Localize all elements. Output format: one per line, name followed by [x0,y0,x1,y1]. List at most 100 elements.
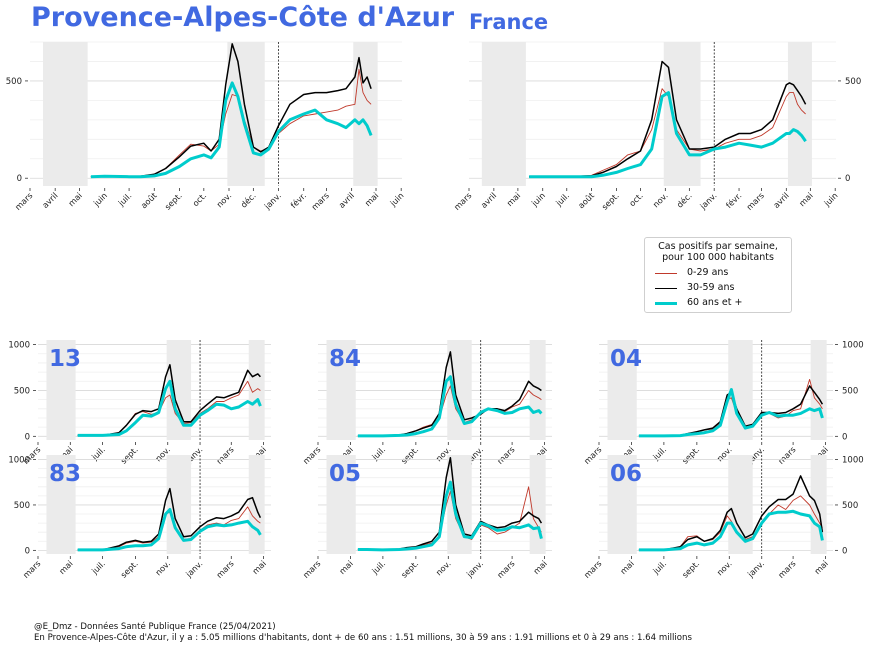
shaded-period [787,42,812,186]
chart-panel-region: mars avril mai juin juil. août sept. oct. nov. dé… [6,41,406,212]
x-tick-label: janv. [262,190,283,211]
shaded-period [481,42,526,186]
series-line-0-29 [529,88,806,178]
shaded-period [529,340,546,440]
series-line-60-plus [357,375,543,438]
x-tick-label: mars [21,558,43,580]
x-tick-label: déc. [238,190,257,209]
x-tick-label: févr. [288,190,308,210]
shaded-period [46,455,76,554]
x-tick-label: mars [776,558,798,580]
y-tick-label: 500 [6,77,22,87]
x-tick-label: août [139,190,160,211]
series-line-60-plus [529,91,807,179]
legend-title-line1: Cas positifs par semaine, [658,241,778,252]
x-tick-label: nov. [153,558,172,577]
department-label: 13 [49,346,81,372]
x-tick-label: juin [529,190,547,208]
x-tick-label: mai [337,558,355,576]
y-tick-label: 500 [14,386,30,396]
x-tick-label: juin [91,190,109,208]
shaded-period [42,42,88,186]
legend-label-0-29: 0-29 ans [687,267,729,278]
chart-panel-france: mars avril mai juin juil. août sept. oct. nov. dé… [452,41,861,212]
series-line-30-59 [638,475,824,551]
y-tick-label: 500 [14,501,30,511]
x-tick-label: févr. [724,190,744,210]
y-tick-label: 0 [842,546,847,556]
chart-panel-dep-13: mars mai juil. sept. nov. janv. mars mai0500100… [8,340,271,466]
x-tick-label: oct. [627,190,645,208]
x-tick-label: juin [821,190,839,208]
legend-label-60-plus: 60 ans et + [687,297,743,308]
footer-population: En Provence-Alpes-Côte d'Azur, il y a : … [34,633,692,643]
y-tick-label: 0 [842,432,847,442]
department-label: 06 [610,461,642,487]
legend-title-line2: pour 100 000 habitants [662,252,774,263]
shaded-period [166,455,192,554]
series-line-30-59 [77,487,262,551]
x-tick-label: juil. [650,558,668,576]
x-tick-label: avril [336,190,356,210]
chart-panel-dep-06: mars mai juil. sept. nov. janv. mars mai0500100… [582,455,864,580]
shaded-period [529,455,546,554]
x-tick-label: mai [363,190,381,208]
x-tick-label: sept. [118,558,139,579]
series-line-60-plus [357,480,543,552]
x-tick-label: mars [301,558,323,580]
legend: Cas positifs par semaine, pour 100 000 h… [644,237,792,313]
chart-panel-dep-83: mars mai juil. sept. nov. janv. mars mai0500100… [8,455,271,580]
x-tick-label: janv. [464,558,485,579]
series-line-60-plus [638,509,824,552]
x-tick-label: juil. [553,190,571,208]
x-tick-label: mai [504,190,522,208]
x-tick-label: juil. [89,558,107,576]
series-line-60-plus [638,388,824,438]
x-tick-label: sept. [162,190,183,211]
x-tick-label: mai [812,558,830,576]
department-label: 83 [49,461,81,487]
series-line-60-plus [77,508,262,552]
x-tick-label: janv. [183,558,204,579]
department-label: 04 [610,346,642,372]
x-tick-label: nov. [715,558,734,577]
x-tick-label: mai [250,558,268,576]
department-label: 05 [329,461,361,487]
x-tick-label: déc. [674,190,693,209]
shaded-period [326,340,356,440]
x-tick-label: août [576,190,597,211]
x-tick-label: nov. [651,190,670,209]
x-tick-label: mars [495,444,517,466]
footer-source: @E_Dmz - Données Santé Publique France (… [34,622,276,632]
shaded-period [810,455,827,554]
shaded-period [353,42,378,186]
france-title: France [469,10,549,34]
department-label: 84 [329,346,361,372]
x-tick-label: mars [214,444,236,466]
shaded-period [248,455,265,554]
x-tick-label: sept. [680,558,701,579]
y-tick-label: 1000 [842,341,864,351]
x-tick-label: sept. [399,558,420,579]
x-tick-label: mars [582,444,604,466]
series-line-30-59 [77,364,261,437]
series-line-60-plus [77,379,262,437]
shaded-period [326,455,356,554]
x-tick-label: juin [387,190,405,208]
x-tick-label: mars [214,558,236,580]
legend-swatch-0-29 [655,273,677,274]
x-tick-label: avril [40,190,60,210]
x-tick-label: mars [495,558,517,580]
x-tick-label: mars [13,190,35,212]
x-tick-label: sept. [399,444,420,465]
y-tick-label: 500 [842,501,858,511]
x-tick-label: mars [582,558,604,580]
x-tick-label: avril [771,190,791,210]
x-tick-label: sept. [599,190,620,211]
legend-swatch-30-59 [655,288,677,289]
x-tick-label: juil. [369,558,387,576]
y-tick-label: 1000 [8,341,30,351]
x-tick-label: mars [301,444,323,466]
